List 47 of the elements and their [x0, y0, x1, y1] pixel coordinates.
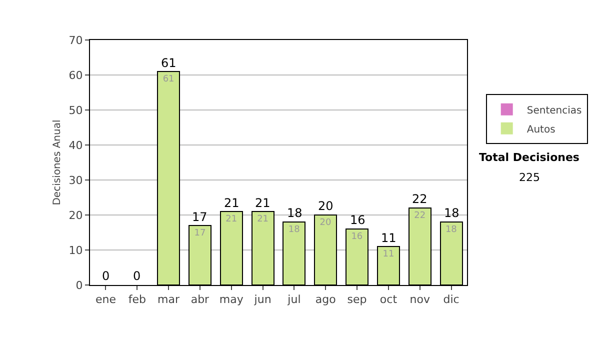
x-tick-label: sep	[347, 293, 367, 306]
x-tick-label: ene	[95, 293, 116, 306]
y-tick-label: 60	[68, 68, 83, 82]
y-tick-label: 30	[68, 174, 83, 187]
y-tick-label: 70	[68, 34, 83, 47]
x-tick-label: may	[219, 293, 244, 306]
total-label: 18	[444, 206, 460, 220]
y-axis-title: Decisiones Anual	[52, 120, 63, 206]
x-tick-label: mar	[158, 293, 180, 306]
legend-label: Sentencias	[526, 105, 582, 116]
total-label: 20	[318, 199, 334, 213]
data-label: 61	[162, 74, 174, 84]
y-tick-label: 0	[76, 278, 83, 292]
y-tick-label: 20	[68, 208, 83, 222]
data-label: 18	[288, 225, 300, 235]
total-label: 0	[133, 269, 141, 283]
x-tick-label: feb	[128, 293, 146, 306]
y-tick-label: 40	[68, 138, 83, 152]
total-label: 16	[350, 213, 366, 227]
data-label: 18	[445, 225, 458, 235]
data-label: 16	[351, 232, 363, 242]
x-tick-label: ago	[315, 293, 336, 306]
y-tick-label: 50	[68, 104, 83, 117]
total-label: 22	[412, 192, 428, 206]
data-label: 11	[382, 250, 394, 260]
data-label: 21	[226, 214, 238, 224]
x-tick-label: abr	[190, 293, 210, 306]
x-tick-label: nov	[410, 293, 430, 306]
text: Total Decisiones	[479, 151, 580, 164]
data-label: 21	[257, 214, 269, 224]
total-label: 0	[102, 269, 110, 283]
total-label: 17	[192, 210, 208, 224]
total-label: 61	[161, 56, 176, 70]
x-tick-label: oct	[380, 293, 398, 306]
y-tick-label: 10	[68, 244, 83, 257]
total-label: 21	[255, 196, 270, 210]
data-label: 22	[414, 211, 426, 221]
total-label: 21	[224, 196, 240, 210]
legend-label: Autos	[526, 124, 556, 136]
x-tick-label: jun	[253, 293, 272, 306]
x-tick-label: jul	[286, 293, 301, 306]
text: 225	[519, 171, 540, 184]
data-label: 20	[320, 218, 332, 228]
data-label: 17	[194, 228, 206, 238]
total-label: 11	[381, 231, 396, 245]
x-tick-label: dic	[443, 293, 460, 306]
total-label: 18	[287, 206, 302, 220]
